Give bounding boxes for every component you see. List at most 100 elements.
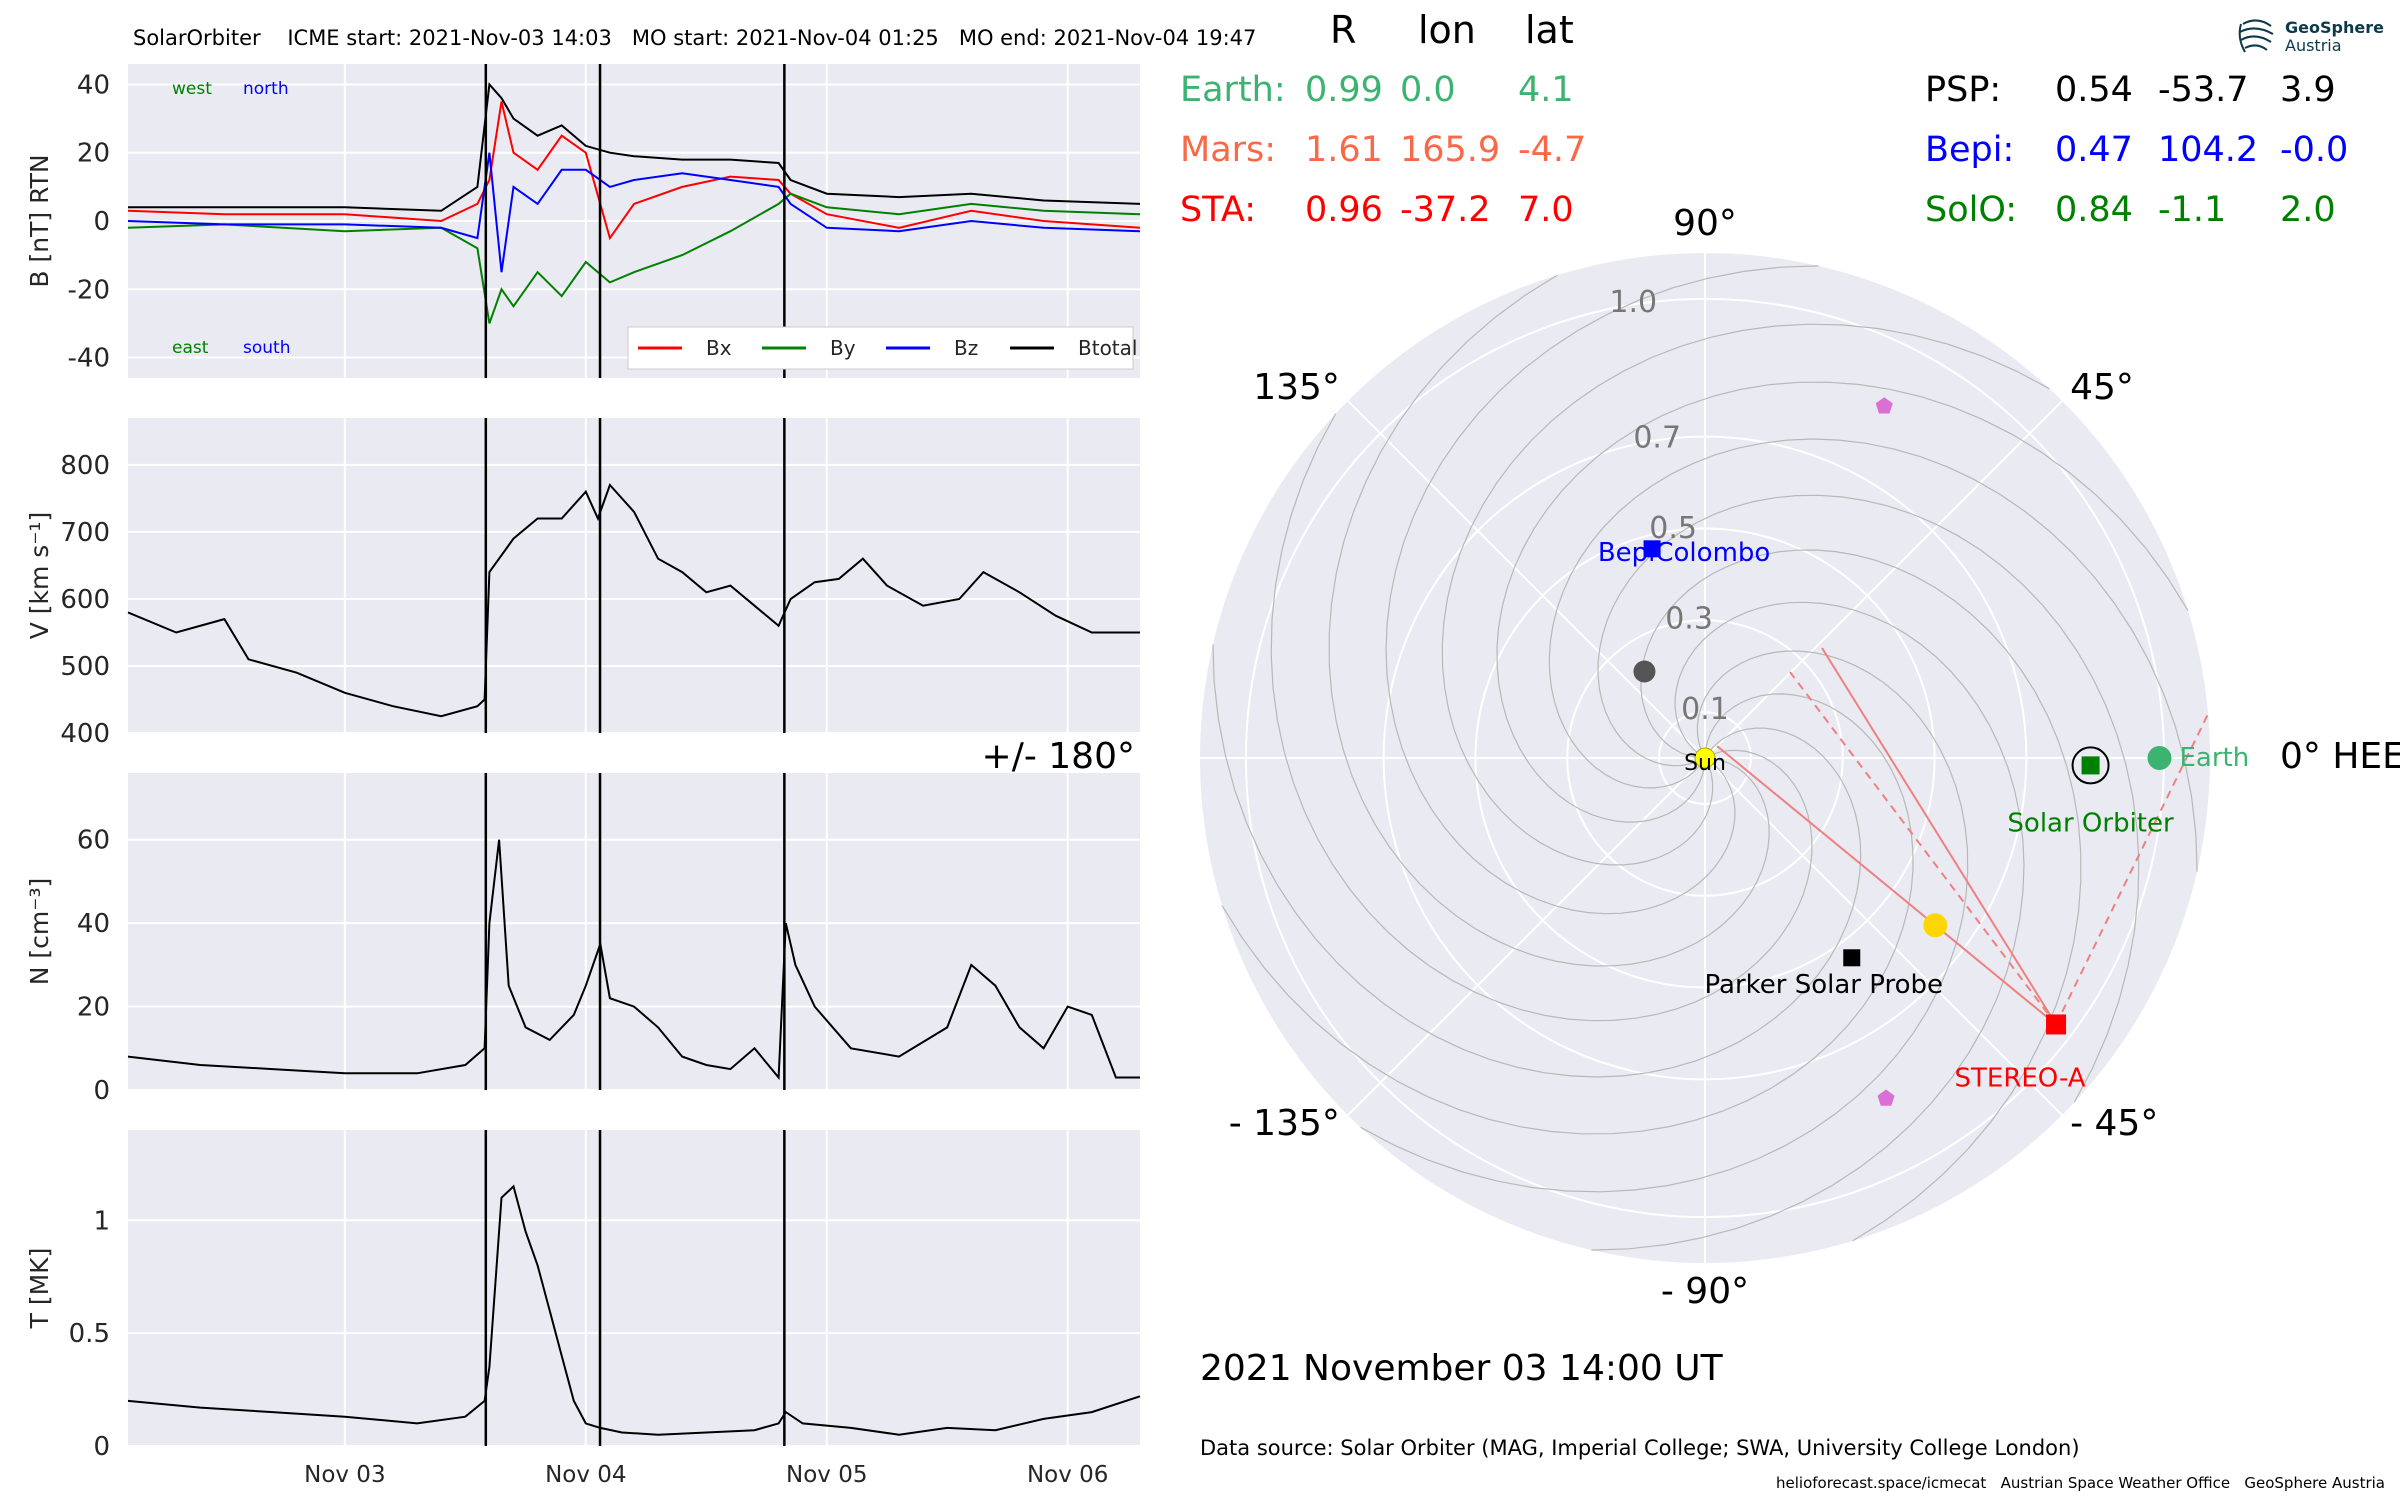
label-sun: Sun <box>1684 751 1726 776</box>
stereo-a-fov-edge <box>1789 671 2057 1026</box>
pos-right-row-0-lat: 3.9 <box>2280 70 2336 110</box>
pos-left-row-0-R: 0.99 <box>1305 70 1383 110</box>
logo-line1: GeoSphere <box>2285 18 2384 37</box>
pos-right-row-0-lon: -53.7 <box>2158 70 2249 110</box>
date-stamp: 2021 November 03 14:00 UT <box>1200 1348 1723 1389</box>
col-header-lon: lon <box>1418 8 1476 52</box>
polar-radial-label: 0.7 <box>1633 421 1681 456</box>
y-tick-label: 400 <box>60 719 110 749</box>
y-axis-label: B [nT] RTN <box>25 154 54 287</box>
polar-angle-label: - 90° <box>1661 1271 1749 1312</box>
polar-spoke <box>1347 400 1706 759</box>
polar-angle-label: 90° <box>1673 203 1737 244</box>
parker-spiral-arm <box>1597 494 2140 1103</box>
series-line-Btotal <box>128 82 1141 212</box>
pos-right-row-2-name: SolO: <box>1925 190 2018 230</box>
timeseries-panel-0: 40 20 0 -20 -40 B [nT] RTN west north east south B… <box>25 64 1141 378</box>
pos-right-row-1-name: Bepi: <box>1925 130 2015 170</box>
stereo-a-fov-edge <box>2055 709 2211 1025</box>
polar-radial-label: 1.0 <box>1609 285 1657 320</box>
data-source-note: Data source: Solar Orbiter (MAG, Imperia… <box>1200 1436 2080 1460</box>
timeseries-panel-1: 800 700 600 500 400 V [km s⁻¹] <box>25 418 1140 749</box>
series-line-By <box>127 192 1141 324</box>
marker-parker-solar-probe <box>1843 949 1861 967</box>
parker-spirals <box>1212 265 2198 1251</box>
parker-spiral-arm <box>1360 650 1969 1193</box>
y-tick-label: 0 <box>93 1076 110 1106</box>
pos-left-row-2-lat: 7.0 <box>1518 190 1574 230</box>
polar-radial-label: 0.5 <box>1649 511 1697 546</box>
polar-angle-label: 0° HEEQ <box>2280 736 2400 777</box>
x-tick-label: Nov 06 <box>1027 1462 1108 1488</box>
footer-credits: helioforecast.space/icmecat Austrian Spa… <box>1776 1474 2386 1492</box>
parker-spiral-arm <box>1270 413 1813 1022</box>
timeseries-panels: 40 20 0 -20 -40 B [nT] RTN west north east south B… <box>25 64 1141 1488</box>
y-tick-label: 0 <box>93 1432 110 1462</box>
col-header-r: R <box>1330 8 1357 52</box>
y-tick-label: -40 <box>68 344 110 374</box>
marker-stereo-a <box>2046 1014 2067 1035</box>
polar-plot: 0.1 0.3 0.5 0.7 1.0 90° 45° 0° HEEQ - 45° - 90° - … <box>982 203 2400 1312</box>
pos-right-row-1-R: 0.47 <box>2055 130 2133 170</box>
pos-right-row-2-R: 0.84 <box>2055 190 2133 230</box>
legend-label-Btotal: Btotal <box>1078 336 1137 360</box>
pos-right-row-2-lon: -1.1 <box>2158 190 2227 230</box>
y-tick-label: 0.5 <box>69 1319 110 1349</box>
parker-spiral-arm <box>1221 693 1914 1135</box>
pos-left-row-0-lon: 0.0 <box>1400 70 1456 110</box>
pos-left-row-2-R: 0.96 <box>1305 190 1383 230</box>
marker-bepicolombo <box>1643 540 1661 558</box>
polar-radial-label: 0.1 <box>1681 692 1729 727</box>
polar-spoke <box>1704 757 2063 1116</box>
pos-right-row-1-lat: -0.0 <box>2280 130 2349 170</box>
parker-spiral-arm <box>1212 644 1862 1078</box>
stereo-a-sightline <box>1716 745 2057 1026</box>
y-axis-label: N [cm⁻³] <box>25 878 54 985</box>
y-tick-label: 600 <box>60 585 110 615</box>
stereo-a-fov-center <box>1821 647 2057 1025</box>
pos-right-row-2-lat: 2.0 <box>2280 190 2336 230</box>
series-line-Bx <box>127 101 1141 241</box>
label-stereo-a: STEREO-A <box>1955 1063 2086 1093</box>
timeseries-panel-3: 1 0.5 0 T [MK] Nov 03 Nov 04 Nov 05 Nov 06 <box>25 1130 1141 1488</box>
pos-right-row-0-name: PSP: <box>1925 70 2002 110</box>
marker-solar-orbiter-ring <box>2071 746 2110 785</box>
polar-spoke <box>1704 400 2063 759</box>
parker-spiral-arm <box>1441 323 2050 866</box>
polar-spoke <box>1347 757 1706 1116</box>
marker-yellow-dot <box>1923 913 1948 938</box>
corner-label-south: south <box>243 338 290 358</box>
pos-left-row-1-R: 1.61 <box>1305 130 1383 170</box>
series-line-data <box>127 1184 1141 1436</box>
y-tick-label: 40 <box>77 909 110 939</box>
panel-background <box>128 418 1140 733</box>
plot-header-title: SolarOrbiter ICME start: 2021-Nov-03 14:… <box>133 26 1257 50</box>
legend-label-Bx: Bx <box>706 336 732 360</box>
y-tick-label: 0 <box>93 207 110 237</box>
geosphere-logo-icon <box>2238 19 2274 53</box>
x-tick-label: Nov 04 <box>545 1462 626 1488</box>
parker-spiral-arm <box>1496 381 2189 823</box>
panel-background <box>128 1130 1140 1446</box>
marker-sun <box>1694 747 1716 769</box>
corner-label-east: east <box>172 338 209 358</box>
y-tick-label: 20 <box>77 993 110 1023</box>
corner-label-north: north <box>243 79 289 99</box>
label-solar-orbiter: Solar Orbiter <box>2007 808 2174 838</box>
label-bepicolombo: BepiColombo <box>1598 538 1771 568</box>
y-tick-label: 500 <box>60 652 110 682</box>
pos-left-row-1-lat: -4.7 <box>1518 130 1587 170</box>
marker-solar-orbiter <box>2081 756 2100 775</box>
y-tick-label: 20 <box>77 139 110 169</box>
label-parker-solar-probe: Parker Solar Probe <box>1705 970 1943 1000</box>
parker-spiral-arm <box>1591 601 2025 1251</box>
parker-spiral-arm <box>1548 438 2198 872</box>
parker-spiral-arm <box>1328 274 1770 967</box>
pos-left-row-2-name: STA: <box>1180 190 1256 230</box>
label-earth: Earth <box>2180 743 2250 773</box>
polar-angle-label: 135° <box>1253 367 1340 408</box>
pos-left-row-1-name: Mars: <box>1180 130 1277 170</box>
x-tick-label: Nov 05 <box>786 1462 867 1488</box>
series-line-data <box>127 483 1140 718</box>
